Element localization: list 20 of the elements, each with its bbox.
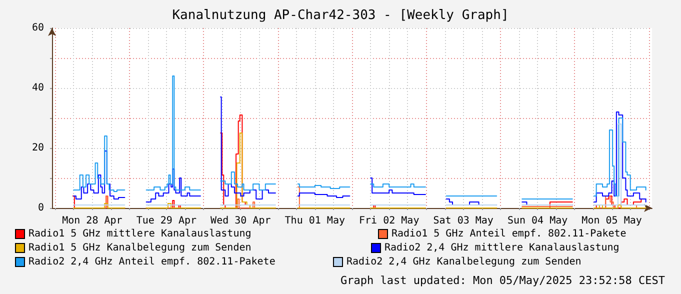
x-tick-label: Wed 30 Apr <box>210 216 271 226</box>
x-tick-label: Fri 02 May <box>359 216 420 226</box>
chart-title: Kanalnutzung AP-Char42-303 - [Weekly Graph] <box>172 8 509 23</box>
x-tick-label: Sun 04 May <box>507 216 568 226</box>
x-tick-label: Mon 05 May <box>582 216 642 226</box>
x-tick-label: Tue 29 Apr <box>136 216 197 226</box>
y-tick-label: 20 <box>32 142 44 154</box>
legend-label: Radio2 2,4 GHz Kanalbelegung zum Senden <box>346 256 582 268</box>
legend-label: Radio2 2,4 GHz Anteil empf. 802.11-Pakete <box>28 256 276 268</box>
x-tick-label: Mon 28 Apr <box>62 216 122 226</box>
y-tick-label: 60 <box>32 22 44 34</box>
legend-label: Radio1 5 GHz Kanalbelegung zum Senden <box>28 242 252 254</box>
legend-label: Radio2 2,4 GHz mittlere Kanalauslastung <box>384 242 620 254</box>
legend-label: Radio1 5 GHz Anteil empf. 802.11-Pakete <box>392 228 626 240</box>
y-tick-label: 0 <box>38 202 44 214</box>
x-tick-label: Sat 03 May <box>433 216 494 226</box>
legend-label: Radio1 5 GHz mittlere Kanalauslastung <box>28 228 252 240</box>
text: Graph last updated: Mon 05/May/2025 23:52:58 CEST <box>340 274 666 287</box>
x-tick-label: Thu 01 May <box>284 216 345 226</box>
y-tick-label: 40 <box>32 82 44 94</box>
